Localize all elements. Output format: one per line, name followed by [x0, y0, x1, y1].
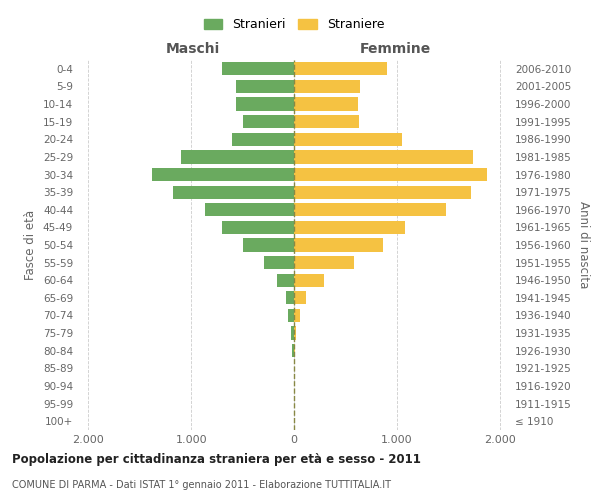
Bar	[294, 344, 295, 358]
Bar	[294, 203, 446, 216]
Bar	[294, 98, 358, 110]
Legend: Stranieri, Straniere: Stranieri, Straniere	[203, 18, 385, 31]
Bar	[294, 238, 383, 252]
Bar	[294, 291, 307, 304]
Bar	[294, 115, 359, 128]
Bar	[242, 115, 294, 128]
Bar	[294, 132, 402, 146]
Bar	[294, 256, 353, 269]
Bar	[152, 168, 294, 181]
Bar	[294, 168, 487, 181]
Bar	[236, 80, 294, 93]
Bar	[236, 98, 294, 110]
Text: Maschi: Maschi	[166, 42, 220, 56]
Y-axis label: Anni di nascita: Anni di nascita	[577, 202, 590, 288]
Bar	[294, 186, 471, 198]
Y-axis label: Fasce di età: Fasce di età	[25, 210, 37, 280]
Bar	[291, 326, 294, 340]
Bar	[232, 132, 294, 146]
Text: Popolazione per cittadinanza straniera per età e sesso - 2011: Popolazione per cittadinanza straniera p…	[12, 452, 421, 466]
Bar	[205, 203, 294, 216]
Bar	[294, 150, 473, 164]
Bar	[294, 221, 405, 234]
Bar	[173, 186, 294, 198]
Bar	[242, 238, 294, 252]
Bar	[294, 62, 386, 76]
Bar	[277, 274, 294, 287]
Bar	[292, 344, 294, 358]
Bar	[294, 326, 296, 340]
Bar	[294, 274, 324, 287]
Bar	[294, 309, 300, 322]
Text: Femmine: Femmine	[360, 42, 431, 56]
Bar	[222, 221, 294, 234]
Bar	[222, 62, 294, 76]
Bar	[181, 150, 294, 164]
Bar	[286, 291, 294, 304]
Bar	[264, 256, 294, 269]
Text: COMUNE DI PARMA - Dati ISTAT 1° gennaio 2011 - Elaborazione TUTTITALIA.IT: COMUNE DI PARMA - Dati ISTAT 1° gennaio …	[12, 480, 391, 490]
Bar	[294, 80, 360, 93]
Bar	[289, 309, 294, 322]
